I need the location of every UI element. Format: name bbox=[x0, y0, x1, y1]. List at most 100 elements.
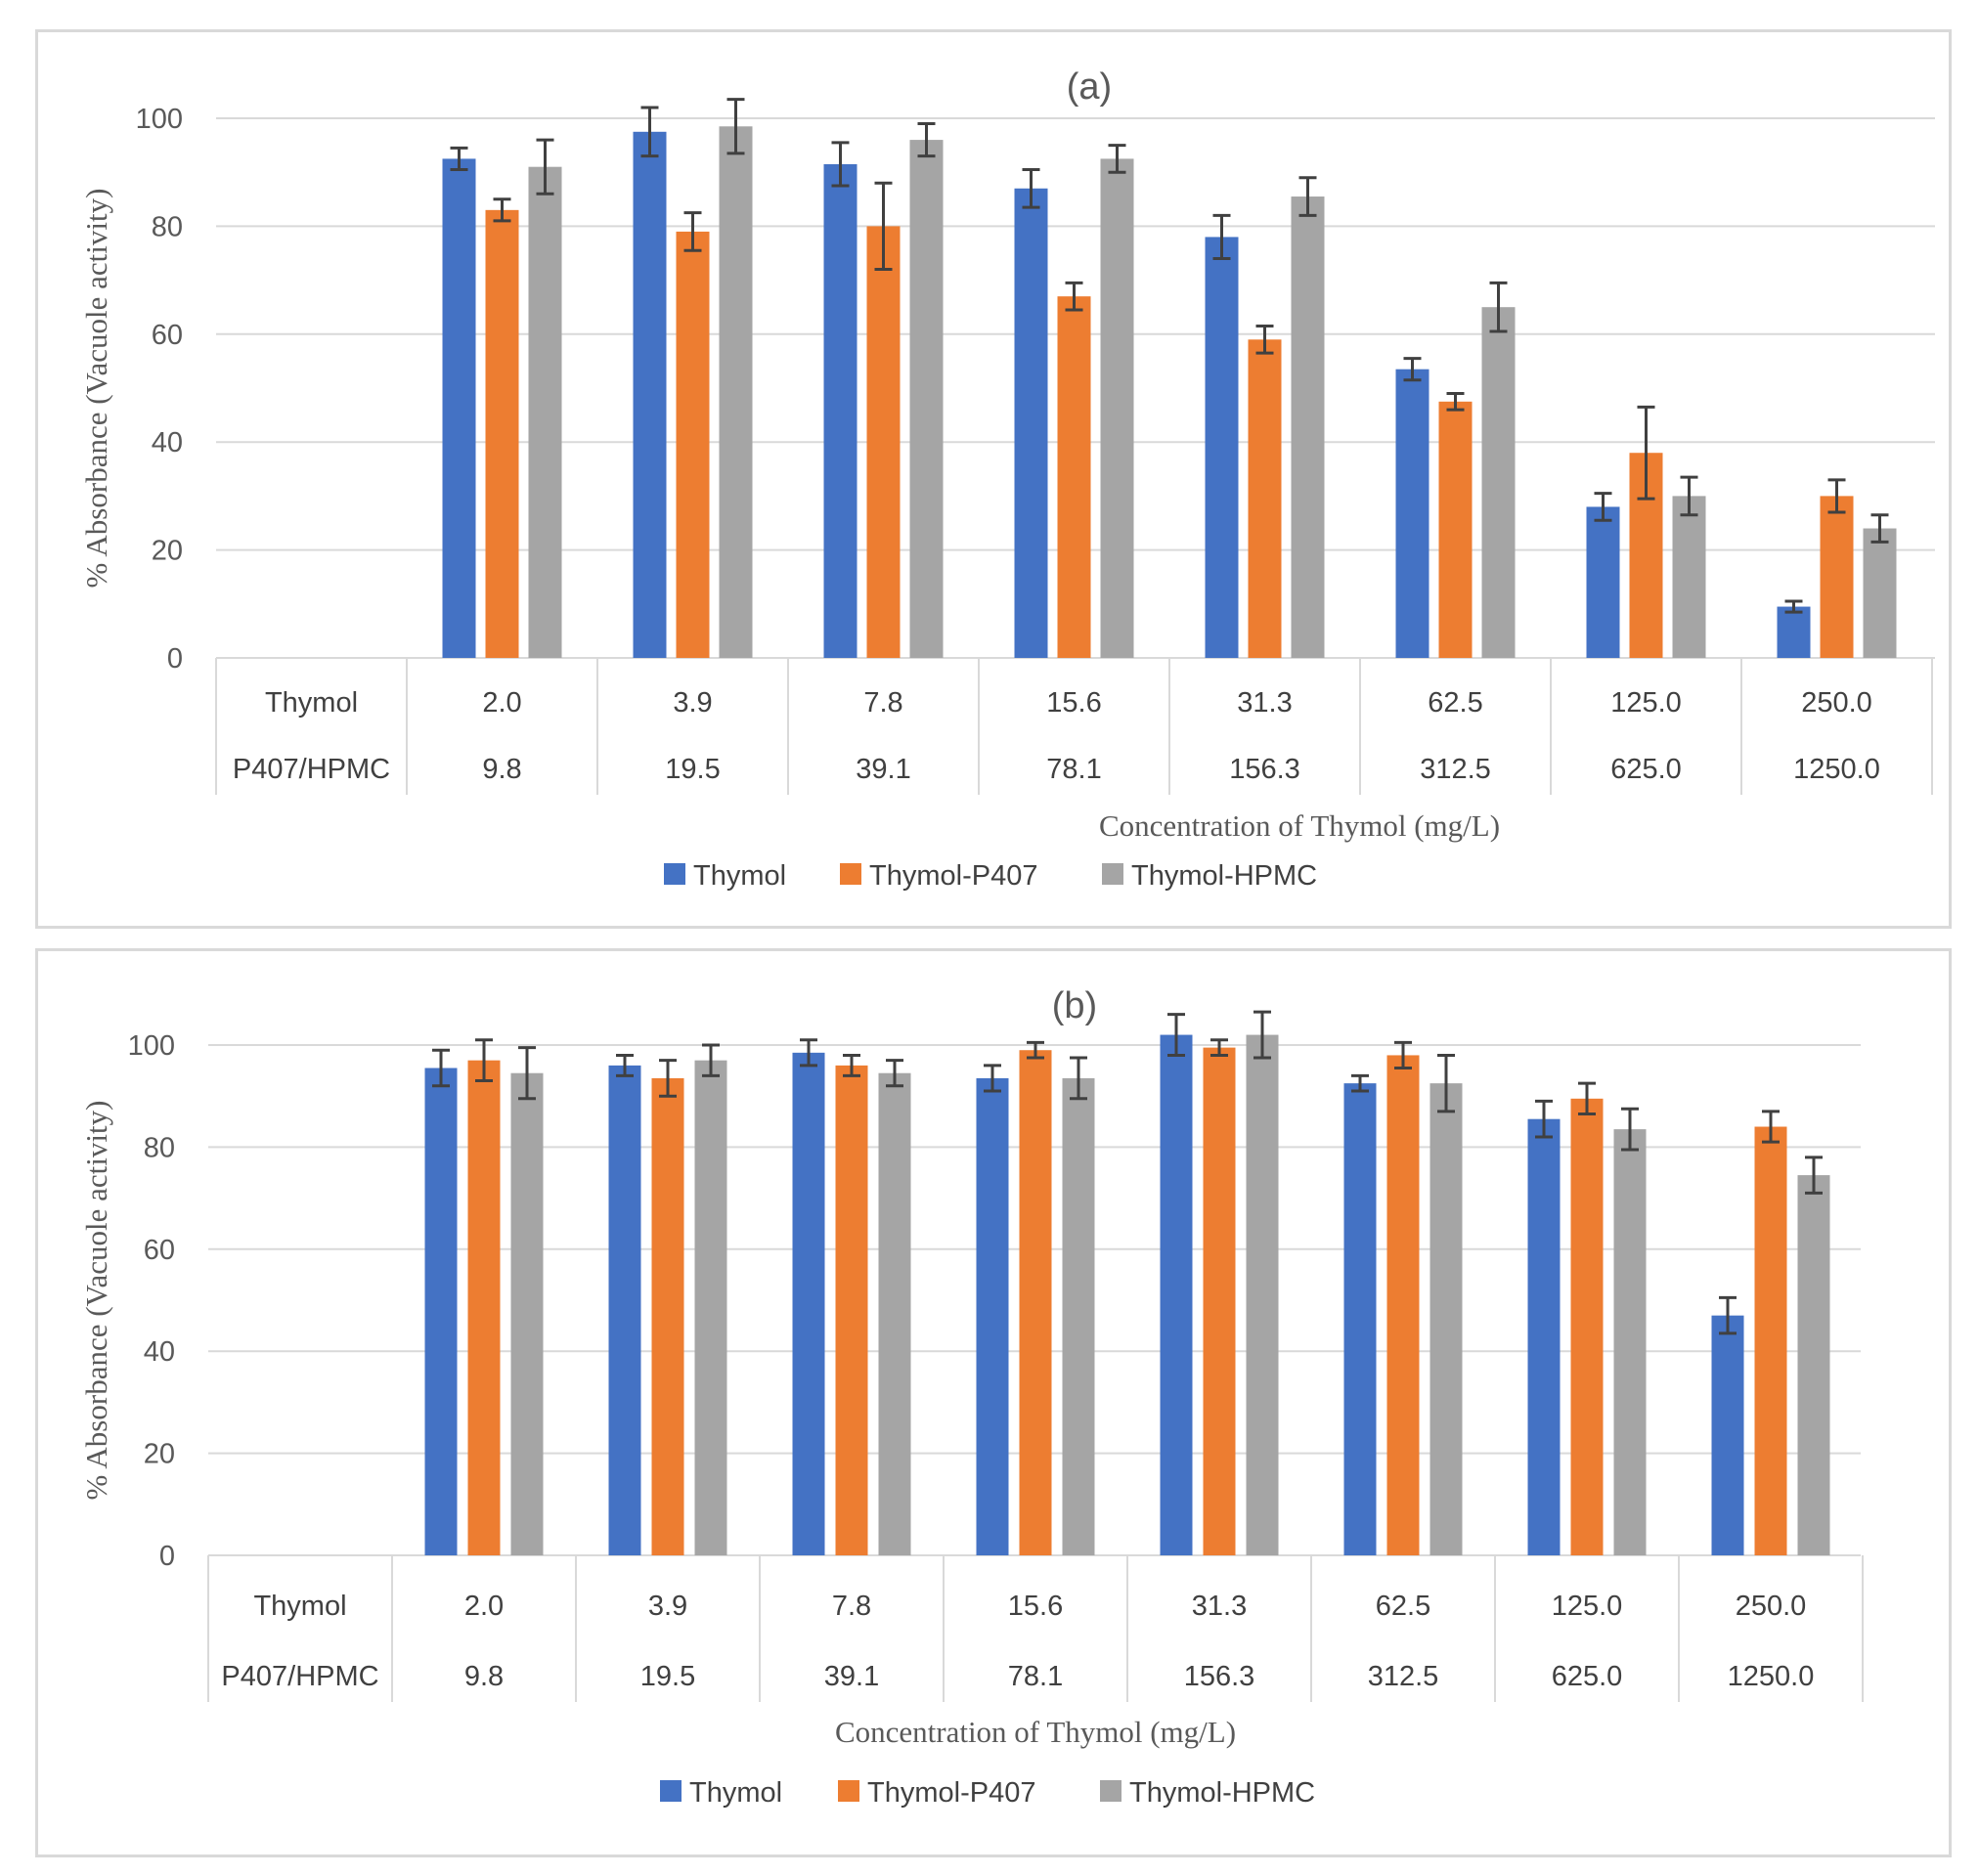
bar bbox=[694, 1060, 727, 1555]
table-cell: 3.9 bbox=[673, 687, 712, 719]
bar bbox=[1863, 528, 1897, 658]
table-cell: 1250.0 bbox=[1728, 1661, 1815, 1692]
legend-label: Thymol-P407 bbox=[869, 860, 1037, 892]
x-axis-label: Concentration of Thymol (mg/L) bbox=[835, 1715, 1236, 1749]
bar bbox=[1820, 496, 1854, 658]
bar bbox=[1429, 1083, 1463, 1555]
bar bbox=[676, 231, 710, 659]
y-tick-label: 0 bbox=[159, 1541, 175, 1572]
table-cell: 625.0 bbox=[1610, 754, 1682, 785]
table-row-label: P407/HPMC bbox=[233, 754, 390, 785]
y-tick-label: 0 bbox=[167, 643, 183, 675]
chart-panel-b: 0 20 40 60 80 100 Thymol 2.0 3.9 7.8 15.6 31.3 62.5 1… bbox=[35, 948, 1952, 1857]
y-tick-label: 100 bbox=[136, 104, 183, 135]
bar bbox=[1014, 188, 1048, 658]
bar bbox=[1395, 369, 1429, 658]
table-row-label: P407/HPMC bbox=[221, 1661, 378, 1692]
table-cell: 39.1 bbox=[856, 754, 910, 785]
table-cell: 62.5 bbox=[1428, 687, 1482, 719]
bar bbox=[1754, 1126, 1787, 1555]
table-cell: 156.3 bbox=[1229, 754, 1300, 785]
bar bbox=[909, 140, 944, 658]
bar bbox=[1481, 307, 1516, 658]
table-cell: 62.5 bbox=[1376, 1591, 1430, 1622]
y-tick-label: 80 bbox=[144, 1132, 175, 1163]
legend-swatch bbox=[1102, 863, 1123, 885]
table-cell: 19.5 bbox=[640, 1661, 695, 1692]
table-cell: 31.3 bbox=[1192, 1591, 1247, 1622]
table-cell: 250.0 bbox=[1801, 687, 1872, 719]
x-axis-label: Concentration of Thymol (mg/L) bbox=[1099, 808, 1500, 843]
table-cell: 15.6 bbox=[1008, 1591, 1063, 1622]
bar bbox=[1019, 1050, 1052, 1555]
table-cell: 78.1 bbox=[1008, 1661, 1063, 1692]
bar bbox=[1777, 606, 1811, 658]
y-tick-label: 80 bbox=[152, 211, 183, 242]
bar bbox=[1246, 1034, 1279, 1555]
table-cell: 9.8 bbox=[464, 1661, 504, 1692]
y-tick-label: 60 bbox=[144, 1235, 175, 1266]
bar bbox=[1672, 496, 1706, 658]
bar bbox=[835, 1065, 868, 1555]
table-row-label: Thymol bbox=[253, 1591, 346, 1622]
bar bbox=[1438, 401, 1473, 658]
y-axis-label: % Absorbance (Vacuole activity) bbox=[79, 189, 113, 589]
bar bbox=[1205, 237, 1239, 658]
table-cell: 156.3 bbox=[1184, 1661, 1255, 1692]
bar bbox=[1100, 158, 1134, 658]
legend-swatch bbox=[664, 863, 685, 885]
table-cell: 125.0 bbox=[1552, 1591, 1623, 1622]
chart-title: (a) bbox=[1067, 66, 1112, 108]
legend-label: Thymol-HPMC bbox=[1131, 860, 1317, 892]
y-tick-label: 40 bbox=[144, 1336, 175, 1368]
bar bbox=[1527, 1118, 1561, 1555]
bar bbox=[633, 131, 667, 659]
y-tick-label: 100 bbox=[128, 1030, 175, 1062]
bar bbox=[1062, 1077, 1095, 1555]
bar bbox=[1248, 339, 1282, 658]
bar bbox=[1343, 1083, 1377, 1555]
bar bbox=[1586, 506, 1620, 658]
bar bbox=[510, 1072, 544, 1555]
legend-swatch bbox=[838, 1780, 859, 1802]
bar bbox=[719, 126, 753, 658]
bar bbox=[467, 1060, 501, 1555]
chart-a: 0 20 40 60 80 100 Thymol 2.0 3.9 7.8 15.6 31.3 62.5 1… bbox=[79, 66, 1935, 892]
y-axis-label: % Absorbance (Vacuole activity) bbox=[79, 1101, 113, 1501]
bar bbox=[1386, 1055, 1420, 1555]
table-cell: 312.5 bbox=[1420, 754, 1491, 785]
bar bbox=[1057, 296, 1091, 658]
table-cell: 2.0 bbox=[464, 1591, 504, 1622]
y-tick-label: 20 bbox=[144, 1439, 175, 1470]
bar bbox=[976, 1077, 1009, 1555]
bar bbox=[1570, 1098, 1604, 1555]
bar bbox=[1291, 196, 1325, 659]
bar bbox=[1613, 1129, 1647, 1555]
chart-panel-a: 0 20 40 60 80 100 Thymol 2.0 3.9 7.8 15.6 31.3 62.5 1… bbox=[35, 29, 1952, 929]
legend-swatch bbox=[840, 863, 861, 885]
bar bbox=[878, 1072, 911, 1555]
table-cell: 78.1 bbox=[1046, 754, 1101, 785]
table-cell: 7.8 bbox=[832, 1591, 871, 1622]
bar bbox=[866, 226, 901, 658]
table-cell: 19.5 bbox=[665, 754, 720, 785]
table-cell: 125.0 bbox=[1610, 687, 1682, 719]
chart-title: (b) bbox=[1052, 985, 1097, 1026]
bar bbox=[651, 1077, 684, 1555]
legend-label: Thymol bbox=[689, 1777, 782, 1809]
bar bbox=[823, 163, 858, 659]
table-cell: 9.8 bbox=[482, 754, 521, 785]
table-cell: 39.1 bbox=[824, 1661, 879, 1692]
table-cell: 250.0 bbox=[1736, 1591, 1807, 1622]
bar bbox=[485, 209, 519, 658]
table-cell: 7.8 bbox=[863, 687, 902, 719]
chart-b: 0 20 40 60 80 100 Thymol 2.0 3.9 7.8 15.6 31.3 62.5 1… bbox=[79, 985, 1864, 1809]
y-tick-label: 20 bbox=[152, 536, 183, 567]
bar bbox=[528, 166, 562, 658]
y-tick-label: 60 bbox=[152, 320, 183, 351]
legend-swatch bbox=[1100, 1780, 1121, 1802]
table-cell: 625.0 bbox=[1552, 1661, 1623, 1692]
table-cell: 15.6 bbox=[1046, 687, 1101, 719]
bar bbox=[1711, 1315, 1744, 1555]
bar bbox=[1160, 1034, 1193, 1555]
